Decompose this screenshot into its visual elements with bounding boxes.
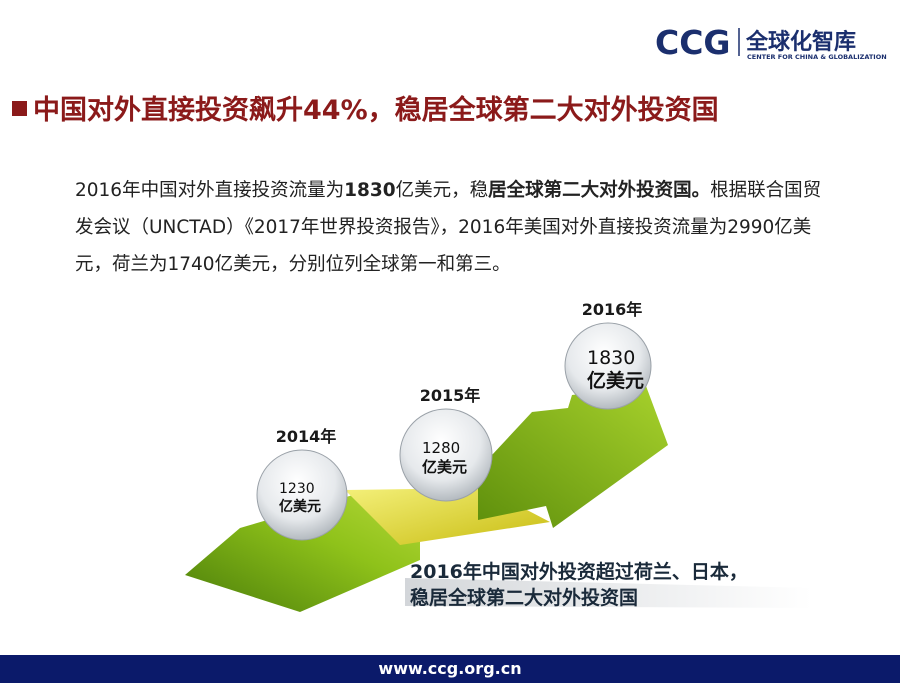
footer: www.ccg.org.cn [0, 655, 900, 683]
logo-cn: 全球化智库 [745, 29, 856, 55]
arrow-step-1 [185, 490, 420, 612]
unit: 亿美元 [587, 369, 644, 392]
amount: 1830 [587, 347, 635, 369]
caption-line: 2016年中国对外投资超过荷兰、日本， [410, 560, 748, 583]
paragraph: 2016年中国对外直接投资流量为1830亿美元，稳居全球第二大对外投资国。根据联… [75, 172, 825, 283]
paragraph-run: 2016年中国对外直接投资流量为 [75, 180, 345, 201]
bubble [564, 322, 652, 410]
bullet [12, 101, 27, 116]
paragraph-run: 1830 [344, 180, 396, 201]
title-text: 中国对外直接投资飙升44%，稳居全球第二大对外投资国 [33, 95, 719, 126]
paragraph-run: 亿美元，稳 [395, 180, 489, 201]
unit: 亿美元 [279, 498, 321, 515]
logo-en: CENTER FOR CHINA & GLOBALIZATION [747, 53, 887, 61]
caption-line: 稳居全球第二大对外投资国 [410, 586, 638, 609]
paragraph-run: 居全球第二大对外投资国。 [488, 180, 711, 201]
amount: 1230 [279, 481, 315, 497]
year-label: 2016年 [582, 300, 643, 319]
header-logo: CCG 全球化智库 CENTER FOR CHINA & GLOBALIZATI… [655, 23, 887, 62]
logo: CCG [655, 23, 731, 62]
caption-streak [405, 578, 812, 608]
slide-title: 中国对外直接投资飙升44%，稳居全球第二大对外投资国 [12, 88, 719, 127]
year-label: 2015年 [420, 386, 481, 405]
bubble [399, 408, 493, 502]
arrow-head [478, 386, 668, 528]
bubble [256, 449, 348, 541]
paragraph-run: 根据联合国贸发会议（UNCTAD）《2017年世界投资报告》，2016年美国对外… [75, 180, 822, 275]
graphic: CCG 全球化智库 CENTER FOR CHINA & GLOBALIZATI… [185, 23, 887, 612]
amount: 1280 [422, 439, 460, 457]
unit: 亿美元 [422, 458, 467, 476]
year-label: 2014年 [276, 427, 337, 446]
